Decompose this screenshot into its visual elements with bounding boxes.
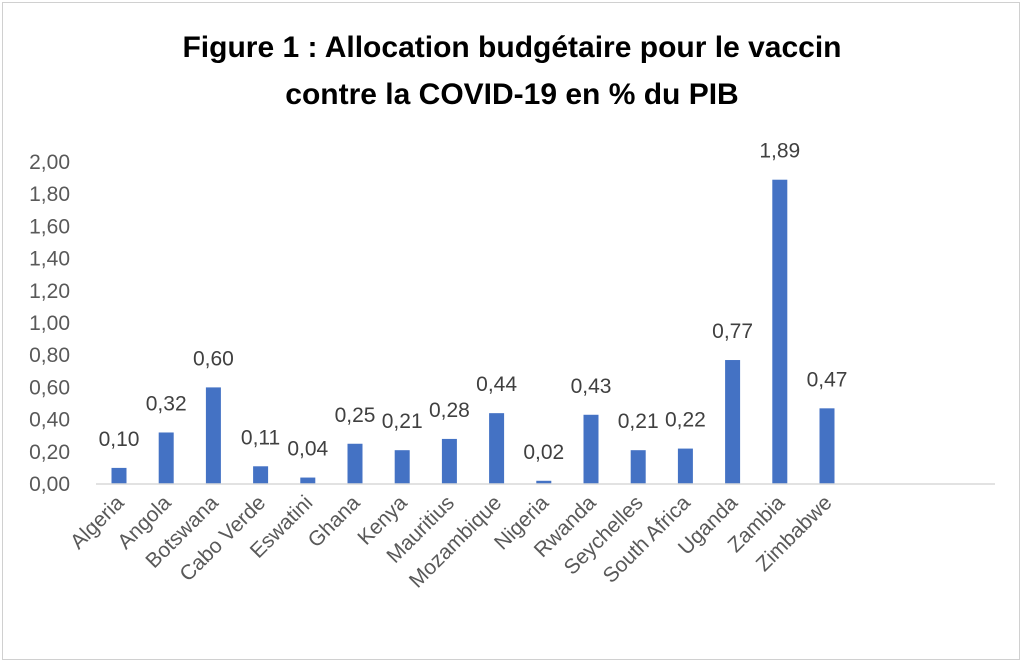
data-label: 0,02 — [523, 441, 564, 464]
chart-title: Figure 1 : Allocation budgétaire pour le… — [0, 24, 1024, 118]
data-label: 0,22 — [665, 409, 706, 432]
bar — [158, 432, 174, 484]
bar — [772, 179, 788, 484]
bar — [489, 413, 505, 484]
data-label: 0,21 — [382, 410, 423, 433]
bar — [819, 408, 835, 484]
y-tick-label: 0,20 — [29, 441, 70, 464]
bar — [536, 480, 552, 484]
y-tick-label: 1,80 — [29, 183, 70, 206]
data-label: 0,28 — [429, 399, 470, 422]
data-label: 0,60 — [193, 347, 234, 370]
bar — [441, 438, 457, 484]
bar — [725, 360, 741, 484]
bar — [347, 443, 363, 484]
data-label: 0,32 — [146, 392, 187, 415]
data-label: 0,43 — [571, 375, 612, 398]
y-tick-label: 0,60 — [29, 376, 70, 399]
y-tick-label: 1,60 — [29, 215, 70, 238]
y-tick-label: 1,20 — [29, 280, 70, 303]
bar — [253, 466, 269, 484]
bar — [111, 467, 127, 484]
x-tick-label: Ghana — [304, 491, 365, 552]
bar — [205, 387, 221, 484]
data-labels: 0,10 0,32 0,60 0,11 0,04 0,25 0,21 0,28 0,44 0,02… — [99, 140, 848, 464]
y-tick-label: 0,00 — [29, 473, 70, 496]
chart-title-line-2: contre la COVID-19 en % du PIB — [285, 78, 739, 111]
data-label: 0,77 — [712, 320, 753, 343]
data-label: 0,10 — [99, 428, 140, 451]
data-label: 0,04 — [287, 438, 328, 461]
data-label: 0,25 — [335, 404, 376, 427]
y-tick-label: 1,00 — [29, 312, 70, 335]
bar — [583, 414, 599, 484]
data-label: 0,21 — [618, 410, 659, 433]
bar — [300, 477, 316, 484]
y-tick-label: 1,40 — [29, 248, 70, 271]
bar — [394, 450, 410, 484]
y-tick-label: 2,00 — [29, 151, 70, 174]
chart-title-line-1: Figure 1 : Allocation budgétaire pour le… — [182, 31, 842, 64]
data-label: 0,44 — [476, 373, 517, 396]
data-label: 0,47 — [807, 368, 848, 391]
bars — [111, 179, 835, 484]
data-label: 1,89 — [759, 140, 800, 163]
bar — [630, 450, 646, 484]
y-axis: 0,00 0,20 0,40 0,60 0,80 1,00 1,20 1,40 1,60 1,80… — [29, 151, 70, 496]
y-tick-label: 0,80 — [29, 344, 70, 367]
data-label: 0,11 — [241, 426, 280, 449]
y-tick-label: 0,40 — [29, 409, 70, 432]
bar — [677, 448, 693, 484]
